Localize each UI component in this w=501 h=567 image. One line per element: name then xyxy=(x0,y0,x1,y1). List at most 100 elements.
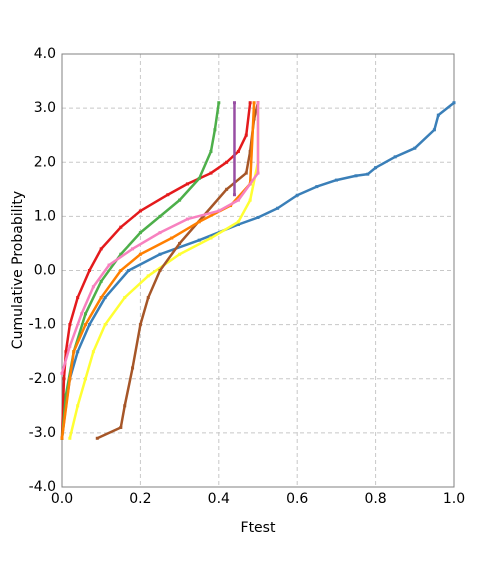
data-point xyxy=(138,209,142,213)
data-point xyxy=(119,252,123,256)
data-point xyxy=(72,350,76,354)
data-point xyxy=(209,149,213,153)
data-point xyxy=(158,269,162,272)
data-point xyxy=(236,222,240,226)
data-point xyxy=(252,101,256,105)
data-point xyxy=(248,198,252,202)
data-point xyxy=(256,215,260,219)
data-line xyxy=(96,102,260,440)
y-tick-label: 4.0 xyxy=(34,46,56,62)
data-point xyxy=(123,296,127,300)
data-point xyxy=(217,209,221,213)
data-point xyxy=(84,377,88,381)
x-tick-label: 0.2 xyxy=(129,491,151,507)
data-point xyxy=(197,220,201,224)
data-point xyxy=(131,247,135,251)
data-point xyxy=(209,236,213,240)
data-point xyxy=(354,174,358,178)
y-tick-label: -3.0 xyxy=(29,425,56,441)
data-point xyxy=(170,236,174,240)
y-tick-label: -1.0 xyxy=(29,317,56,333)
data-point xyxy=(213,128,217,132)
data-point xyxy=(68,344,72,348)
data-point xyxy=(87,269,91,272)
data-point xyxy=(84,323,88,327)
data-point xyxy=(256,171,260,175)
data-point xyxy=(436,113,440,117)
data-point xyxy=(119,269,123,272)
data-point xyxy=(107,263,111,267)
data-point xyxy=(138,231,142,235)
data-point xyxy=(232,101,236,105)
data-point xyxy=(276,206,280,210)
data-point xyxy=(91,285,95,289)
y-tick-label: 2.0 xyxy=(34,154,56,170)
x-tick-label: 0.0 xyxy=(51,491,73,507)
data-point xyxy=(244,171,248,175)
data-point xyxy=(374,166,378,170)
data-point xyxy=(393,155,397,159)
data-point xyxy=(131,366,135,370)
data-point xyxy=(166,193,170,197)
data-point xyxy=(209,171,213,175)
x-tick-label: 0.6 xyxy=(286,491,308,507)
data-point xyxy=(366,172,370,176)
data-point xyxy=(99,247,103,251)
x-tick-label: 0.4 xyxy=(208,491,230,507)
data-point xyxy=(197,176,201,180)
data-point xyxy=(138,323,142,327)
data-point xyxy=(99,279,103,283)
y-tick-label: 0.0 xyxy=(34,263,56,279)
data-point xyxy=(119,225,123,229)
x-tick-label: 0.8 xyxy=(364,491,386,507)
data-point xyxy=(236,198,240,202)
data-point xyxy=(99,296,103,300)
data-point xyxy=(95,436,99,440)
data-point xyxy=(452,101,456,105)
y-tick-label: 3.0 xyxy=(34,100,56,116)
data-point xyxy=(68,436,72,440)
data-point xyxy=(201,214,205,218)
data-point xyxy=(432,128,436,132)
data-point xyxy=(119,425,123,429)
data-point xyxy=(84,312,88,316)
data-point xyxy=(91,350,95,354)
y-tick-label: 1.0 xyxy=(34,208,56,224)
data-point xyxy=(244,133,248,137)
y-axis-label: Cumulative Probability xyxy=(10,191,26,349)
data-point xyxy=(334,178,338,182)
data-point xyxy=(185,182,189,186)
data-point xyxy=(87,323,91,327)
data-point xyxy=(76,404,80,408)
x-tick-label: 1.0 xyxy=(443,491,465,507)
data-point xyxy=(225,160,229,164)
data-point xyxy=(158,252,162,256)
data-point xyxy=(236,149,240,153)
data-point xyxy=(232,193,236,197)
data-point xyxy=(158,214,162,218)
data-point xyxy=(146,296,150,300)
data-point xyxy=(413,146,417,150)
y-tick-label: -2.0 xyxy=(29,371,56,387)
data-point xyxy=(127,269,131,272)
data-point xyxy=(60,371,64,375)
data-point xyxy=(315,185,319,189)
data-point xyxy=(146,274,150,278)
y-tick-label: -4.0 xyxy=(29,479,56,495)
data-point xyxy=(236,220,240,224)
data-point xyxy=(138,252,142,256)
data-line xyxy=(60,102,252,439)
data-point xyxy=(64,393,68,397)
data-point xyxy=(178,198,182,202)
data-point xyxy=(256,101,260,105)
data-line xyxy=(60,102,260,374)
data-point xyxy=(60,436,64,440)
data-point xyxy=(185,217,189,221)
data-point xyxy=(103,323,107,327)
data-point xyxy=(225,187,229,191)
data-point xyxy=(248,101,252,105)
data-point xyxy=(123,404,127,408)
data-point xyxy=(158,231,162,235)
plot-frame xyxy=(61,53,455,488)
data-point xyxy=(76,350,80,354)
